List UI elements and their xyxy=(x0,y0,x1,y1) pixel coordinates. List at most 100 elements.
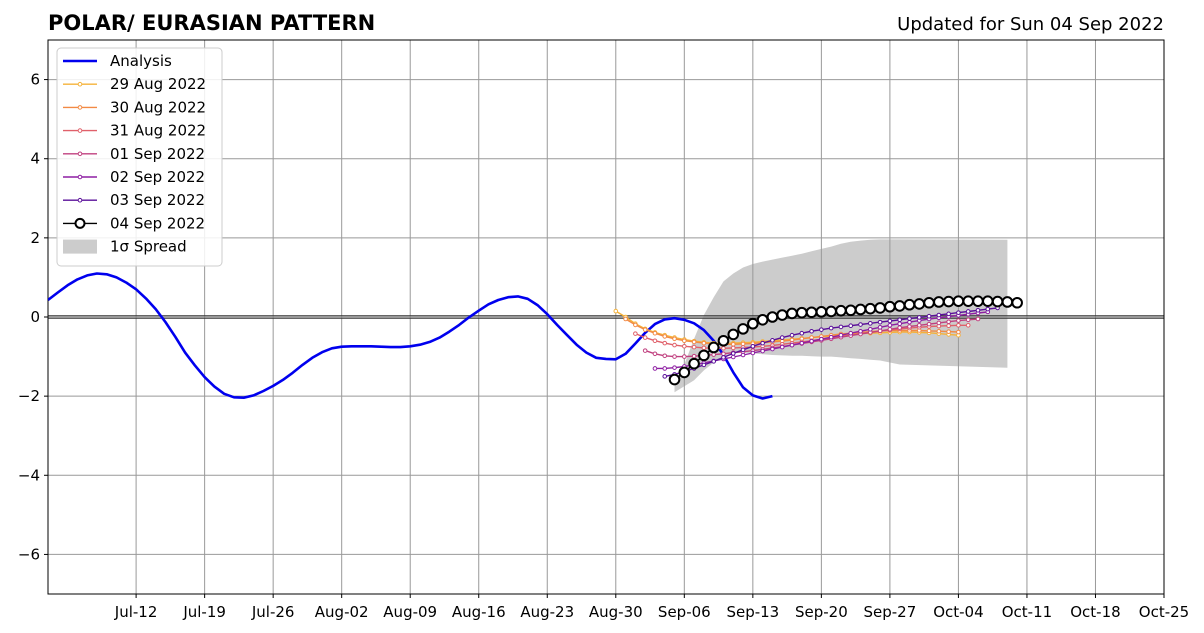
x-tick-label: Aug-23 xyxy=(520,603,574,621)
current-forecast-marker xyxy=(737,323,749,335)
current-forecast-marker xyxy=(884,300,896,313)
current-forecast-marker xyxy=(688,357,700,370)
legend-label: 31 Aug 2022 xyxy=(110,122,206,140)
current-forecast-marker xyxy=(668,373,681,386)
current-forecast-marker xyxy=(913,298,926,310)
forecast-marker xyxy=(701,340,707,346)
forecast-marker xyxy=(750,343,756,349)
forecast-marker xyxy=(652,330,658,336)
forecast-marker xyxy=(682,343,687,349)
forecast-marker xyxy=(965,317,971,323)
y-tick-label: 0 xyxy=(30,308,40,326)
forecast-marker xyxy=(740,352,746,358)
forecast-marker xyxy=(809,328,814,334)
forecast-marker xyxy=(770,346,775,352)
forecast-marker xyxy=(623,316,628,322)
current-forecast-marker xyxy=(933,296,945,308)
forecast-marker xyxy=(760,348,765,354)
chart-subtitle: Updated for Sun 04 Sep 2022 xyxy=(897,14,1164,35)
legend-swatch-spread xyxy=(63,239,97,254)
forecast-marker xyxy=(897,317,902,323)
y-tick-label: 2 xyxy=(30,229,40,247)
forecast-marker xyxy=(858,322,863,327)
legend-label: 1σ Spread xyxy=(110,238,187,256)
forecast-marker xyxy=(877,328,883,334)
current-forecast-marker xyxy=(795,306,808,319)
forecast-marker xyxy=(770,338,775,343)
forecast-marker xyxy=(916,323,922,328)
forecast-marker xyxy=(848,330,854,336)
legend-label: 01 Sep 2022 xyxy=(110,145,205,163)
forecast-marker xyxy=(877,319,883,325)
forecast-marker xyxy=(926,328,932,334)
forecast-marker xyxy=(730,354,736,360)
legend-swatch-marker xyxy=(74,217,86,229)
forecast-marker xyxy=(730,342,736,347)
series-layer xyxy=(48,272,1023,400)
forecast-marker xyxy=(926,313,932,319)
x-tick-label: Sep-27 xyxy=(864,603,917,621)
x-tick-label: Aug-30 xyxy=(589,603,643,621)
legend-swatch-marker xyxy=(77,128,83,133)
y-tick-label: −6 xyxy=(18,545,40,563)
forecast-marker xyxy=(936,328,942,334)
current-forecast-marker xyxy=(717,334,730,347)
y-tick-label: 4 xyxy=(30,150,40,168)
forecast-marker xyxy=(711,359,716,364)
forecast-marker xyxy=(740,341,746,347)
x-tick-label: Oct-04 xyxy=(933,603,983,621)
legend-label: 04 Sep 2022 xyxy=(110,214,205,232)
legend-label: Analysis xyxy=(110,52,172,70)
forecast-marker xyxy=(985,306,991,312)
forecast-marker xyxy=(652,366,658,371)
current-forecast-marker xyxy=(991,295,1004,308)
forecast-marker xyxy=(887,323,893,328)
forecast-marker xyxy=(701,345,707,351)
current-forecast-marker xyxy=(972,295,984,307)
current-forecast-marker xyxy=(981,295,994,307)
chart-title: POLAR/ EURASIAN PATTERN xyxy=(48,11,375,35)
legend-swatch-marker xyxy=(77,174,83,180)
forecast-marker xyxy=(652,338,658,344)
forecast-marker xyxy=(838,332,844,338)
current-forecast-marker xyxy=(1001,296,1014,308)
legend-box xyxy=(56,47,223,267)
current-forecast-marker xyxy=(962,295,975,307)
forecast-marker xyxy=(975,307,981,313)
current-forecast-marker xyxy=(864,302,877,315)
forecast-marker xyxy=(760,340,765,346)
current-forecast-marker xyxy=(747,317,759,330)
forecast-marker xyxy=(956,323,961,328)
forecast-marker xyxy=(750,350,756,356)
forecast-marker xyxy=(819,336,824,342)
forecast-marker xyxy=(897,321,902,327)
forecast-marker xyxy=(662,340,668,346)
current-forecast-marker xyxy=(756,313,769,326)
forecast-marker xyxy=(916,315,922,320)
forecast-marker xyxy=(642,348,648,353)
forecast-marker xyxy=(946,319,951,325)
forecast-marker xyxy=(926,321,932,327)
legend-label: 30 Aug 2022 xyxy=(110,98,206,116)
forecast-marker xyxy=(652,351,658,357)
forecast-marker xyxy=(789,342,795,348)
current-forecast-marker xyxy=(727,328,740,341)
current-forecast-marker xyxy=(923,296,935,309)
forecast-marker xyxy=(721,345,726,351)
forecast-marker xyxy=(613,308,619,314)
forecast-marker xyxy=(691,353,697,359)
x-tick-label: Sep-13 xyxy=(726,603,779,621)
forecast-marker xyxy=(662,353,668,359)
x-tick-label: Jul-26 xyxy=(251,603,295,621)
forecast-marker xyxy=(828,325,834,331)
forecast-marker xyxy=(975,316,981,322)
forecast-marker xyxy=(633,331,638,336)
current-forecast-marker xyxy=(786,307,798,320)
current-forecast-marker xyxy=(844,304,857,317)
forecast-marker xyxy=(662,374,668,379)
forecast-marker xyxy=(877,324,883,330)
current-forecast-marker xyxy=(893,300,906,312)
forecast-marker xyxy=(907,319,912,325)
current-forecast-marker xyxy=(698,349,710,362)
